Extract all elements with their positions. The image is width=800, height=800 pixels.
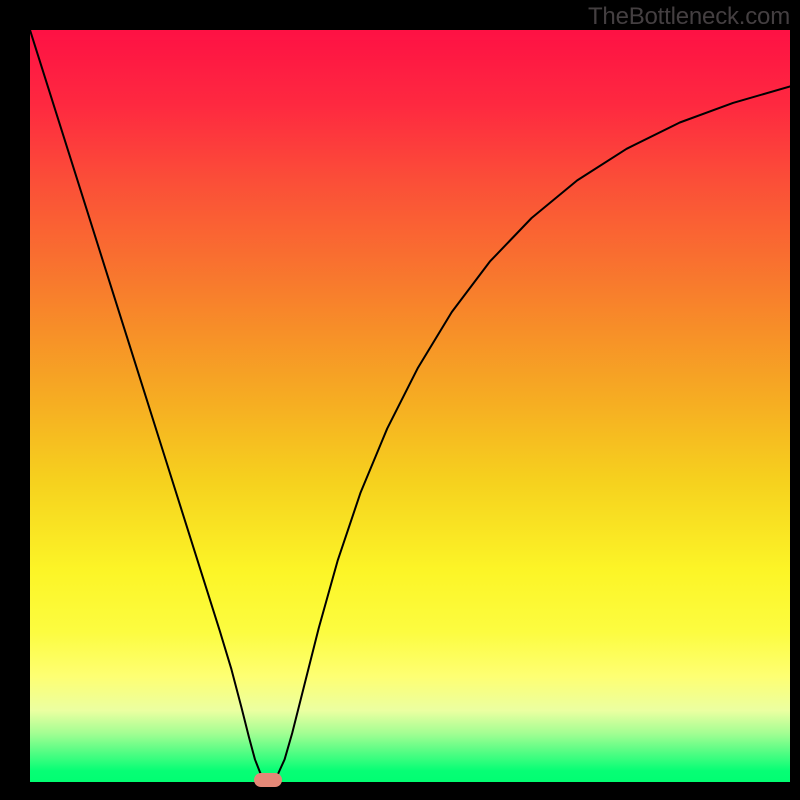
plot-area bbox=[30, 30, 790, 782]
watermark-text: TheBottleneck.com bbox=[588, 3, 790, 31]
bottleneck-curve bbox=[30, 30, 790, 780]
curve-svg bbox=[30, 30, 790, 782]
optimum-marker bbox=[254, 773, 282, 787]
